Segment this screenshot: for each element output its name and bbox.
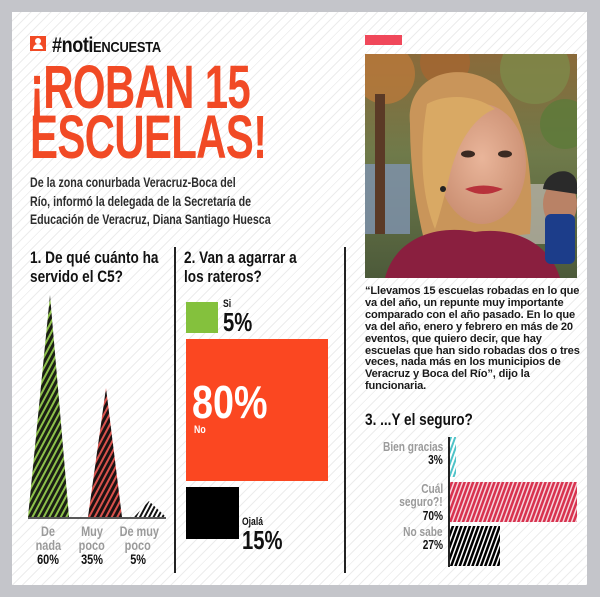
block-si (186, 302, 218, 333)
block-no (186, 339, 328, 481)
chart3-bars (450, 437, 577, 566)
chart1-label-de-muy-poco: De muy poco 5% (119, 523, 160, 567)
headline-line-1: ¡ROBAN 15 (30, 52, 251, 122)
label-no: No (194, 424, 206, 436)
brand-hashtag: #notiENCUESTA (52, 34, 179, 57)
brand-suffix: ENCUESTA (92, 39, 161, 56)
bar-bien-gracias (450, 437, 456, 477)
subtitle-line: Educación de Veracruz, Diana Santiago Hu… (30, 212, 271, 227)
triangle-muy-poco (88, 388, 122, 517)
quote-text: “Llevamos 15 escuelas robadas en lo que … (365, 285, 580, 393)
triangle-de-nada (28, 295, 69, 517)
column-divider (174, 247, 176, 573)
chart1-label-muy-poco: Muy poco 35% (78, 523, 106, 567)
value-no: 80% (192, 376, 268, 428)
chart3-label-no-sabe: No sabe 27% (403, 524, 443, 553)
chart2-title: 2. Van a agarrar a los rateros? (184, 248, 297, 286)
subtitle: De la zona conurbada Veracruz-Boca del R… (30, 174, 350, 230)
chart3-label-bien-gracias: Bien gracias 3% (382, 439, 443, 468)
user-icon (30, 36, 46, 51)
chart1-title: 1. De qué cuánto ha servido el C5? (30, 248, 159, 286)
column-divider (344, 247, 346, 573)
chart1-label-de-nada: De nada 60% (35, 523, 61, 567)
infographic-card: #notiENCUESTA ¡ROBAN 15 ESCUELAS! De la … (12, 12, 587, 585)
chart3-title: 3. ...Y el seguro? (365, 410, 473, 429)
official-photo (365, 54, 577, 278)
label-si: Si 5% (223, 298, 253, 337)
bar-cual-seguro (450, 482, 577, 522)
brand-prefix: #noti (52, 34, 93, 57)
block-ojala (186, 487, 239, 539)
subtitle-line: De la zona conurbada Veracruz-Boca del (30, 175, 236, 190)
triangle-de-muy-poco (134, 501, 166, 517)
accent-bar (365, 35, 402, 45)
chart3-axis (448, 437, 450, 567)
chart3-label-cual-seguro: Cuál seguro?! 70% (399, 481, 443, 523)
bar-no-sabe (450, 526, 500, 566)
headline-line-2: ESCUELAS! (30, 102, 267, 172)
chart1-triangle-plot (28, 295, 166, 519)
subtitle-line: Río, informó la delegada de la Secretarí… (30, 193, 252, 209)
label-ojala: Ojalá 15% (242, 516, 283, 555)
